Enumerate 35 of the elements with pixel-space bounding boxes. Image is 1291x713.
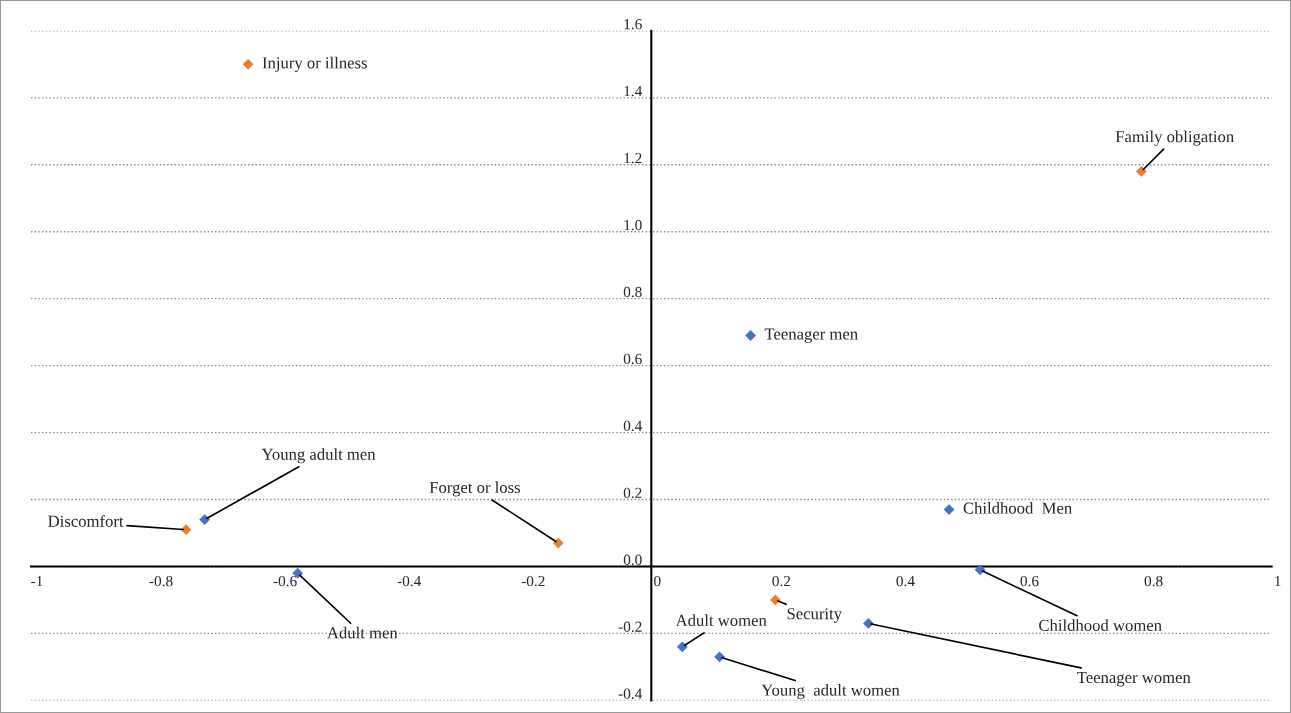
y-tick-label: 1.6 xyxy=(624,19,642,30)
annotation: Security xyxy=(787,608,842,623)
annotation: Childhood women xyxy=(1039,619,1162,631)
x-tick-label: 1 xyxy=(1275,576,1281,587)
x-tick-label: 0.2 xyxy=(772,575,791,587)
annotation: Adult men xyxy=(327,626,398,639)
annotation: Young adult men xyxy=(261,448,376,464)
annotation: Adult women xyxy=(675,614,767,626)
annotation: Forget or loss xyxy=(429,481,521,497)
annotation: Childhood Men xyxy=(963,502,1072,514)
y-tick-label: 0.0 xyxy=(623,554,642,565)
x-tick-label: 0.6 xyxy=(1020,575,1039,587)
x-tick-label: -0.8 xyxy=(149,575,173,587)
x-tick-label: -0.4 xyxy=(397,575,422,587)
y-tick-label: 0.4 xyxy=(623,420,643,432)
annotation: Injury or illness xyxy=(262,56,367,72)
annotation: Family obligation xyxy=(1115,130,1234,146)
y-tick-label: 1.2 xyxy=(624,152,642,164)
x-tick-label: -1 xyxy=(31,576,43,587)
x-tick-label: 0.8 xyxy=(1144,575,1163,587)
y-tick-label: 1.0 xyxy=(624,219,642,231)
x-tick-label: 0 xyxy=(654,575,661,587)
y-tick-label: 0.6 xyxy=(623,353,642,365)
y-tick-label: 1.4 xyxy=(624,86,643,97)
x-tick-label: -0.2 xyxy=(521,575,545,587)
x-tick-label: 0.4 xyxy=(896,575,915,587)
x-tick-label: -0.6 xyxy=(273,575,297,587)
y-tick-label: 0.2 xyxy=(623,487,642,499)
annotation: Young adult women xyxy=(761,684,900,700)
annotation: Teenager men xyxy=(764,328,858,344)
annotation: Discomfort xyxy=(48,514,124,527)
y-tick-label: 0.8 xyxy=(623,286,642,298)
y-tick-label: -0.4 xyxy=(618,688,643,699)
y-tick-label: -0.2 xyxy=(618,621,642,632)
annotation: Teenager women xyxy=(1077,671,1191,687)
